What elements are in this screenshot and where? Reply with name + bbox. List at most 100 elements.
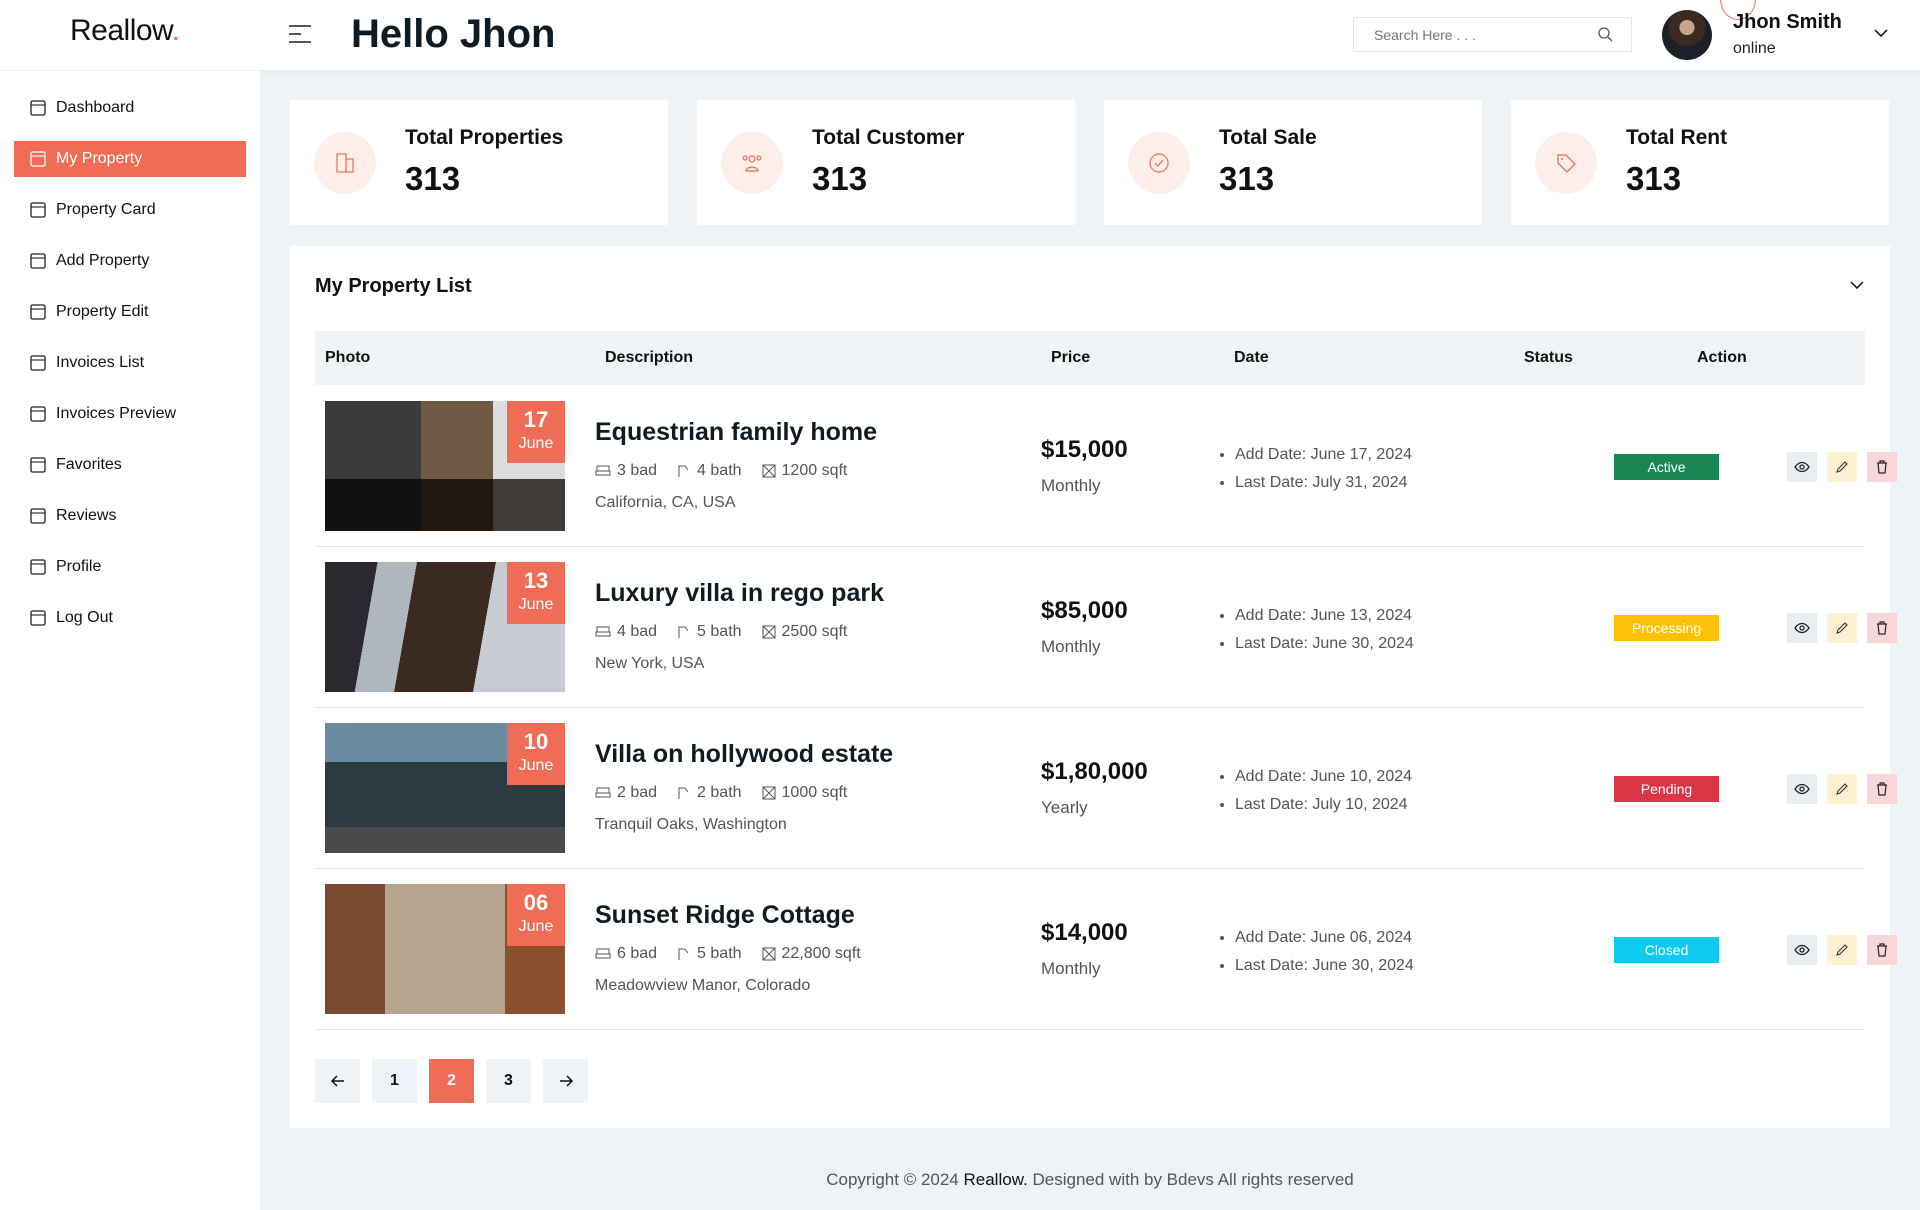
- view-button[interactable]: [1787, 935, 1817, 965]
- property-photo[interactable]: 10 June: [325, 723, 565, 853]
- col-description: Description: [605, 349, 694, 366]
- row-actions: [1787, 774, 1897, 804]
- last-date: Last Date: June 30, 2024: [1235, 635, 1414, 653]
- sidebar-item-property-edit[interactable]: Property Edit: [14, 294, 246, 330]
- bath-feature: 5 bath: [677, 945, 742, 963]
- sidebar: Dashboard My Property Property Card Add Pro…: [0, 70, 260, 1210]
- search-input[interactable]: [1354, 18, 1574, 51]
- footer-brand[interactable]: Reallow.: [963, 1170, 1028, 1189]
- delete-button[interactable]: [1867, 935, 1897, 965]
- area-size: 1000 sqft: [781, 784, 848, 801]
- edit-button[interactable]: [1827, 774, 1857, 804]
- bed-count: 4 bad: [617, 623, 658, 640]
- row-actions: [1787, 935, 1897, 965]
- delete-button[interactable]: [1867, 452, 1897, 482]
- property-name[interactable]: Villa on hollywood estate: [595, 740, 894, 768]
- sidebar-item-label: Profile: [56, 558, 102, 575]
- search-icon[interactable]: [1597, 26, 1613, 42]
- sidebar-item-invoices-preview[interactable]: Invoices Preview: [14, 396, 246, 432]
- trash-icon: [1877, 943, 1887, 957]
- bed-count: 6 bad: [617, 945, 658, 962]
- view-button[interactable]: [1787, 774, 1817, 804]
- price-period: Monthly: [1041, 476, 1101, 495]
- page-title: Hello Jhon: [351, 12, 556, 56]
- chevron-down-icon[interactable]: [1848, 276, 1866, 294]
- page-1-button[interactable]: 1: [372, 1059, 417, 1103]
- date-badge: 17 June: [507, 401, 565, 463]
- property-photo[interactable]: 06 June: [325, 884, 565, 1014]
- property-name[interactable]: Luxury villa in rego park: [595, 579, 884, 607]
- stat-card-total-properties: Total Properties 313: [290, 100, 668, 225]
- tag-icon: [1535, 132, 1597, 194]
- page-2-button[interactable]: 2: [429, 1059, 474, 1103]
- sidebar-item-reviews[interactable]: Reviews: [14, 498, 246, 534]
- bed-feature: 4 bad: [595, 623, 657, 641]
- bath-feature: 5 bath: [677, 623, 742, 641]
- badge-day: 06: [523, 890, 549, 915]
- row-actions: [1787, 452, 1897, 482]
- price-period: Monthly: [1041, 637, 1101, 656]
- sidebar-item-dashboard[interactable]: Dashboard: [14, 90, 246, 126]
- edit-button[interactable]: [1827, 452, 1857, 482]
- stat-label: Total Customer: [812, 126, 965, 149]
- page-3-button[interactable]: 3: [486, 1059, 531, 1103]
- area-feature: 2500 sqft: [762, 623, 847, 641]
- sidebar-item-profile[interactable]: Profile: [14, 549, 246, 585]
- sidebar-item-favorites[interactable]: Favorites: [14, 447, 246, 483]
- edit-button[interactable]: [1827, 935, 1857, 965]
- col-date: Date: [1234, 349, 1269, 366]
- edit-button[interactable]: [1827, 613, 1857, 643]
- avatar[interactable]: [1662, 10, 1712, 60]
- view-button[interactable]: [1787, 613, 1817, 643]
- pencil-icon: [1836, 461, 1848, 473]
- sidebar-item-label: Log Out: [56, 609, 113, 626]
- sidebar-item-label: Property Card: [56, 201, 156, 218]
- bed-count: 3 bad: [617, 462, 658, 479]
- sidebar-item-add-property[interactable]: Add Property: [14, 243, 246, 279]
- search-box: [1353, 17, 1632, 52]
- menu-toggle-icon[interactable]: [289, 25, 311, 43]
- stat-card-total-sale: Total Sale 313: [1104, 100, 1482, 225]
- bath-count: 5 bath: [697, 945, 742, 962]
- delete-button[interactable]: [1867, 774, 1897, 804]
- property-price: $85,000: [1041, 597, 1128, 624]
- last-date: Last Date: July 10, 2024: [1235, 796, 1412, 814]
- property-dates: Add Date: June 17, 2024 Last Date: July 3…: [1215, 446, 1412, 502]
- logo[interactable]: Reallow.: [70, 14, 180, 48]
- property-dates: Add Date: June 06, 2024 Last Date: June 3…: [1215, 929, 1414, 985]
- badge-day: 17: [523, 407, 549, 432]
- sidebar-item-my-property[interactable]: My Property: [14, 141, 246, 177]
- prev-page-button[interactable]: [315, 1059, 360, 1103]
- sidebar-item-label: Reviews: [56, 507, 117, 524]
- top-header: Reallow. Hello Jhon Jhon Smith online: [0, 0, 1920, 70]
- pencil-icon: [1836, 944, 1848, 956]
- bed-icon: [595, 948, 611, 959]
- view-button[interactable]: [1787, 452, 1817, 482]
- date-badge: 10 June: [507, 723, 565, 785]
- property-name[interactable]: Sunset Ridge Cottage: [595, 901, 855, 929]
- sidebar-item-log-out[interactable]: Log Out: [14, 600, 246, 636]
- sidebar-item-invoices-list[interactable]: Invoices List: [14, 345, 246, 381]
- next-page-button[interactable]: [543, 1059, 588, 1103]
- bed-count: 2 bad: [617, 784, 658, 801]
- sidebar-item-label: My Property: [56, 150, 143, 167]
- chevron-down-icon[interactable]: [1872, 24, 1890, 42]
- expand-icon: [762, 786, 776, 800]
- user-status: online: [1733, 40, 1776, 57]
- buildings-icon: [30, 151, 46, 167]
- arrow-right-icon: [559, 1075, 573, 1087]
- property-location: New York, USA: [595, 655, 705, 672]
- panel-title: My Property List: [315, 275, 472, 297]
- bed-icon: [595, 465, 611, 476]
- property-photo[interactable]: 13 June: [325, 562, 565, 692]
- stat-label: Total Properties: [405, 126, 564, 149]
- property-name[interactable]: Equestrian family home: [595, 418, 878, 446]
- footer-copyright: Copyright © 2024: [826, 1170, 964, 1189]
- stat-value: 313: [405, 160, 461, 197]
- sidebar-item-label: Favorites: [56, 456, 122, 473]
- sidebar-item-property-card[interactable]: Property Card: [14, 192, 246, 228]
- property-photo[interactable]: 17 June: [325, 401, 565, 531]
- layout-icon: [30, 100, 46, 116]
- table-row: 10 June Villa on hollywood estate 2 bad 2…: [315, 708, 1897, 869]
- delete-button[interactable]: [1867, 613, 1897, 643]
